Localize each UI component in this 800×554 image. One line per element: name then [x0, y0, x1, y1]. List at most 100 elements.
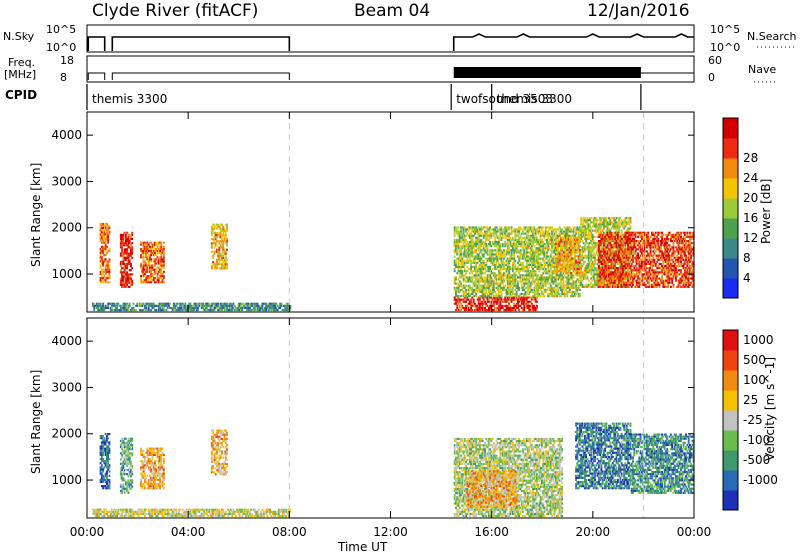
heatmap-cell [486, 251, 489, 254]
heatmap-cell [509, 306, 512, 309]
heatmap-cell [514, 298, 517, 301]
heatmap-cell [573, 226, 576, 229]
heatmap-cell [532, 236, 534, 239]
heatmap-cell [532, 257, 534, 260]
heatmap-cell [505, 243, 508, 246]
heatmap-cell [610, 248, 613, 251]
heatmap-cell [156, 260, 159, 263]
heatmap-cell [605, 223, 608, 226]
heatmap-cell [522, 274, 524, 277]
heatmap-cell [160, 243, 163, 246]
heatmap-cell [608, 258, 610, 261]
heatmap-cell [620, 229, 623, 232]
heatmap-cell [523, 255, 526, 258]
heatmap-cell [534, 253, 537, 256]
heatmap-cell [561, 257, 564, 260]
heatmap-cell [538, 243, 541, 246]
heatmap-cell [554, 263, 557, 266]
heatmap-cell [596, 254, 599, 257]
heatmap-cell [474, 259, 476, 262]
heatmap-cell [601, 235, 604, 238]
heatmap-cell [539, 245, 542, 248]
heatmap-cell [595, 277, 598, 280]
heatmap-cell [261, 302, 264, 305]
heatmap-cell [620, 262, 623, 265]
heatmap-cell [122, 279, 125, 282]
heatmap-cell [114, 304, 117, 307]
heatmap-cell [530, 257, 533, 260]
heatmap-cell [465, 238, 467, 241]
heatmap-cell [485, 257, 488, 260]
heatmap-cell [624, 217, 627, 220]
heatmap-cell [524, 286, 527, 289]
heatmap-cell [600, 283, 603, 286]
heatmap-cell [486, 228, 489, 231]
heatmap-cell [565, 276, 567, 279]
heatmap-cell [556, 290, 559, 293]
heatmap-cell [482, 302, 485, 305]
heatmap-cell [480, 238, 483, 241]
heatmap-cell [509, 304, 512, 307]
heatmap-cell [504, 304, 507, 307]
heatmap-cell [119, 252, 122, 255]
heatmap-cell [594, 254, 596, 257]
heatmap-cell [595, 250, 598, 253]
heatmap-cell [505, 253, 508, 256]
heatmap-cell [530, 240, 533, 243]
heatmap-cell [217, 309, 220, 312]
heatmap-cell [539, 226, 542, 229]
heatmap-cell [616, 267, 619, 270]
heatmap-cell [605, 254, 608, 257]
heatmap-cell [552, 255, 555, 258]
heatmap-cell [495, 232, 498, 235]
heatmap-cell [150, 268, 153, 271]
heatmap-cell [122, 242, 125, 245]
heatmap-cell [529, 300, 532, 303]
heatmap-cell [121, 260, 123, 263]
heatmap-cell [600, 227, 603, 230]
heatmap-cell [578, 284, 581, 287]
heatmap-cell [553, 232, 556, 235]
heatmap-cell [202, 302, 204, 305]
heatmap-cell [482, 280, 485, 283]
heatmap-cell [625, 223, 628, 226]
heatmap-cell [615, 260, 618, 263]
heatmap-cell [522, 270, 524, 273]
heatmap-cell [463, 259, 466, 262]
heatmap-cell [597, 262, 600, 265]
heatmap-cell [102, 262, 105, 265]
heatmap-cell [226, 263, 228, 266]
heatmap-cell [514, 288, 517, 291]
heatmap-cell [501, 304, 504, 307]
heatmap-cell [587, 258, 590, 261]
heatmap-cell [462, 230, 465, 233]
heatmap-cell [123, 267, 126, 270]
heatmap-cell [615, 273, 618, 276]
heatmap-cell [627, 242, 629, 245]
heatmap-cell [484, 282, 486, 285]
heatmap-cell [465, 249, 467, 252]
heatmap-cell [157, 243, 160, 246]
heatmap-cell [619, 217, 622, 220]
heatmap-cell [104, 277, 107, 280]
heatmap-cell [126, 256, 129, 259]
heatmap-cell [600, 242, 603, 245]
heatmap-cell [587, 256, 590, 259]
heatmap-cell [499, 268, 502, 271]
heatmap-cell [554, 295, 557, 298]
heatmap-cell [511, 296, 514, 299]
heatmap-cell [461, 286, 464, 289]
heatmap-cell [615, 275, 618, 278]
heatmap-cell [544, 226, 547, 229]
heatmap-cell [498, 240, 500, 243]
heatmap-cell [599, 279, 602, 282]
heatmap-cell [572, 234, 575, 237]
heatmap-cell [241, 309, 244, 312]
heatmap-cell [627, 235, 629, 238]
heatmap-cell [474, 243, 476, 246]
heatmap-cell [209, 309, 212, 312]
heatmap-cell [472, 274, 475, 277]
heatmap-cell [601, 265, 604, 268]
heatmap-cell [558, 232, 561, 235]
heatmap-cell [213, 250, 216, 253]
